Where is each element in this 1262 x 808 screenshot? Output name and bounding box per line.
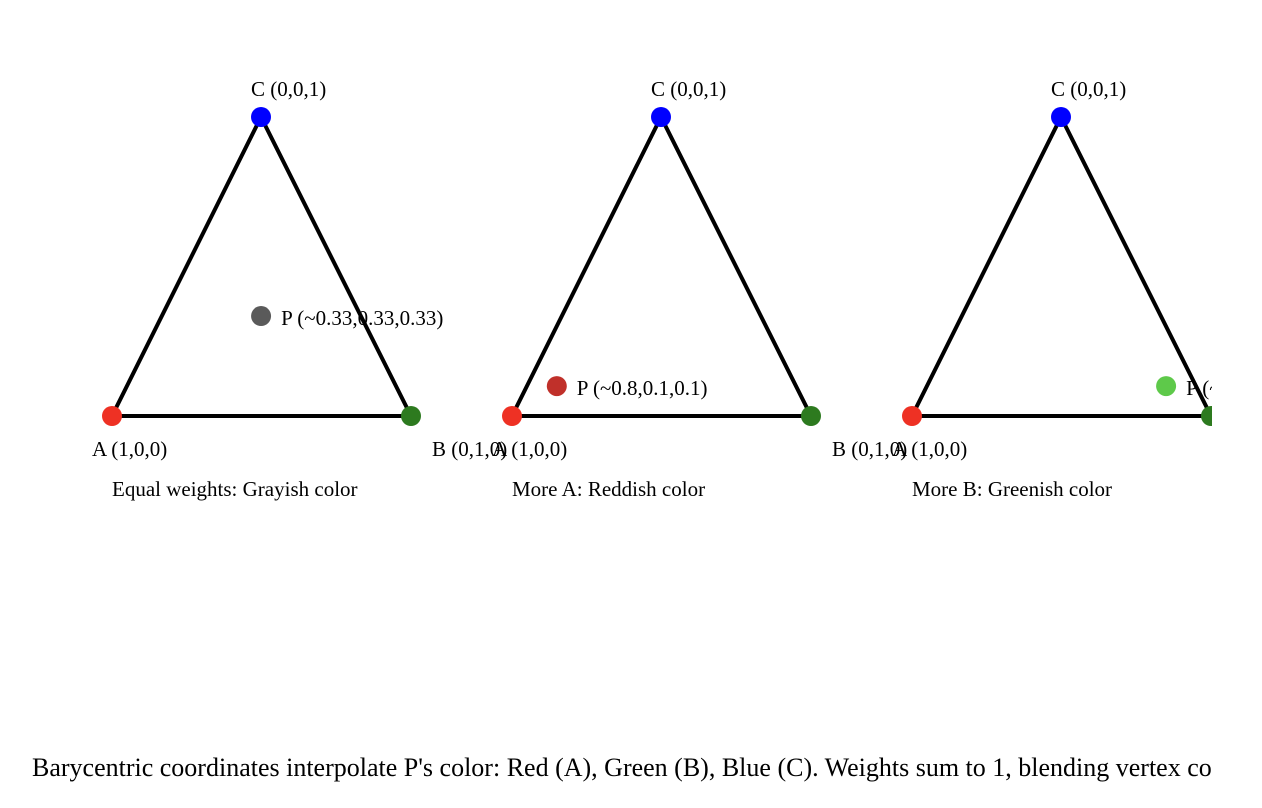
point-p-label: P (~0.33,0.33,0.33) — [281, 306, 443, 330]
vertex-b — [801, 406, 821, 426]
vertex-a — [902, 406, 922, 426]
triangle-edges — [508, 112, 815, 418]
point-p — [546, 376, 567, 397]
triangle-panel-1: C (0,0,1) A (1,0,0) B (0,1,0) P (~0.33,0.33… — [92, 77, 507, 501]
point-p-label: P (~0.8,0.1,0.1) — [577, 376, 708, 400]
triangle-panel-2: C (0,0,1) A (1,0,0) B (0,1,0) P (~0.8,0.1,0… — [492, 77, 907, 501]
triangle-edges — [908, 112, 1212, 418]
vertex-b — [401, 406, 421, 426]
vertex-a — [502, 406, 522, 426]
diagram-area: C (0,0,1) A (1,0,0) B (0,1,0) P (~0.33,0.33… — [92, 77, 1212, 501]
point-p — [251, 306, 272, 327]
footer-caption: Barycentric coordinates interpolate P's … — [32, 753, 1212, 782]
triangle-panel-3: C (0,0,1)A (1,0,0)B (0,1,0)P (~0.1,0.8,0… — [892, 77, 1212, 501]
vertex-a-label: A (1,0,0) — [492, 437, 567, 461]
vertex-c — [651, 107, 671, 127]
point-p-label: P (~0.1,0.8,0.1) — [1186, 376, 1212, 400]
vertex-c-label: C (0,0,1) — [651, 77, 726, 101]
vertex-b-label: B (0,1,0) — [432, 437, 507, 461]
barycentric-diagram: C (0,0,1)A (1,0,0) B (0,1,0)P (~0.33,0.33… — [92, 77, 1212, 501]
vertex-c — [251, 107, 271, 127]
vertex-b-label: B (0,1,0) — [832, 437, 907, 461]
vertex-c-label: C (0,0,1) — [1051, 77, 1126, 101]
vertex-b — [1201, 406, 1212, 426]
vertex-c-label: C (0,0,1) — [251, 77, 326, 101]
vertex-a-label: A (1,0,0) — [92, 437, 167, 461]
panel-caption: Equal weights: Grayish color — [112, 477, 358, 501]
panel-caption: More B: Greenish color — [912, 477, 1112, 501]
panel-caption: More A: Reddish color — [512, 477, 705, 501]
vertex-c — [1051, 107, 1071, 127]
point-p — [1156, 376, 1177, 397]
vertex-a — [102, 406, 122, 426]
triangle-edges — [108, 112, 415, 418]
vertex-a-label: A (1,0,0) — [892, 437, 967, 461]
